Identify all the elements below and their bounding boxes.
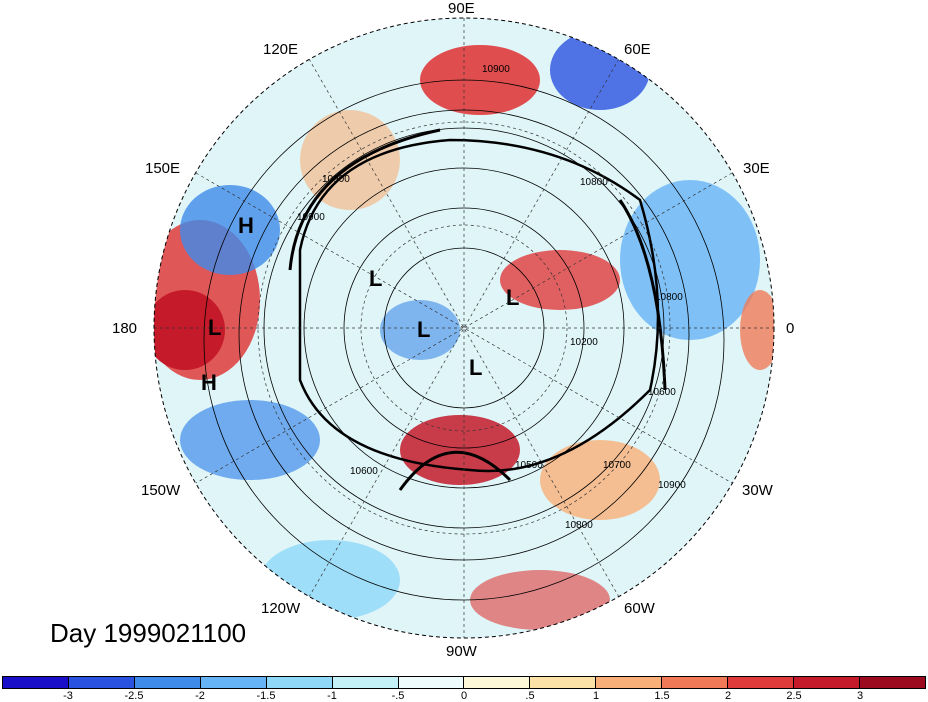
colorbar-segment	[530, 677, 597, 688]
colorbar-tick-label: -.5	[391, 690, 405, 702]
colorbar-segment	[398, 677, 465, 688]
colorbar-segment	[662, 677, 729, 688]
contour-label: 10800	[655, 292, 683, 303]
colorbar-segment	[794, 677, 860, 688]
colorbar-segment	[859, 677, 925, 688]
low-marker: L	[469, 355, 483, 380]
day-label: Day 1999021100	[50, 618, 247, 648]
contour-label: 10800	[565, 520, 593, 531]
lon-label-60w: 60W	[624, 600, 655, 617]
contour-label: 10700	[603, 460, 631, 471]
colorbar-segment	[596, 677, 663, 688]
colorbar-tick-label: -2	[195, 690, 205, 702]
colorbar-segment	[200, 677, 267, 688]
colorbar-tick-label: 1.5	[654, 690, 670, 702]
contour-label: 10600	[350, 466, 378, 477]
colorbar	[2, 676, 926, 689]
colorbar-segment	[134, 677, 201, 688]
colorbar-tick-label: 0	[460, 690, 468, 702]
colorbar-segment	[266, 677, 333, 688]
colorbar-tick-label: -2.5	[124, 690, 144, 702]
lon-label-120e: 120E	[263, 41, 299, 58]
low-marker: L	[208, 315, 222, 340]
colorbar-tick-label: 3	[856, 690, 864, 702]
colorbar-tick-label: .5	[525, 690, 535, 702]
lon-label-0: 0	[786, 320, 795, 337]
contour-label: 10900	[297, 212, 325, 223]
colorbar-segment	[332, 677, 399, 688]
lon-label-180: 180	[112, 320, 138, 337]
contour-label: 10900	[482, 64, 510, 75]
colorbar-tick-label: -3	[63, 690, 73, 702]
graticule	[154, 18, 774, 638]
lon-label-60e: 60E	[624, 41, 651, 58]
low-marker: L	[369, 266, 383, 291]
colorbar-tick-label: 1	[592, 690, 600, 702]
colorbar-segment	[464, 677, 531, 688]
lon-label-30e: 30E	[743, 160, 770, 177]
colorbar-tick-label: 2	[724, 690, 732, 702]
contour-label: 10500	[515, 460, 543, 471]
contour-label: 10900	[658, 480, 686, 491]
contour-label: 10600	[648, 387, 676, 398]
colorbar-tick-label: -1.5	[256, 690, 276, 702]
low-marker: L	[417, 317, 431, 342]
colorbar-segment	[68, 677, 135, 688]
low-marker: L	[506, 285, 520, 310]
map-boundary	[153, 17, 775, 639]
lon-label-90w: 90W	[446, 643, 477, 660]
colorbar-tick-label: 2.5	[786, 690, 802, 702]
colorbar-segment	[728, 677, 795, 688]
lon-label-30w: 30W	[742, 482, 773, 499]
colorbar-tick-label: -1	[327, 690, 337, 702]
lon-label-150e: 150E	[145, 160, 181, 177]
contour-label: 10900	[322, 174, 350, 185]
contour-label: 10200	[570, 337, 598, 348]
high-marker: H	[238, 213, 254, 238]
colorbar-segment	[3, 677, 69, 688]
lon-label-150w: 150W	[141, 482, 181, 499]
lon-label-90e: 90E	[448, 0, 475, 17]
high-marker: H	[201, 370, 217, 395]
contour-label: 10800	[580, 177, 608, 188]
lon-label-120w: 120W	[261, 600, 301, 617]
